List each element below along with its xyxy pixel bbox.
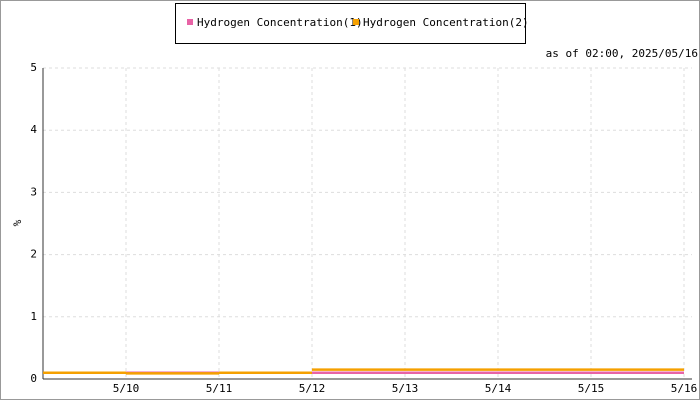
- legend-swatch: [187, 19, 193, 25]
- legend-label: Hydrogen Concentration(1): [197, 16, 363, 29]
- annotation: as of 02:00, 2025/05/16: [546, 47, 698, 60]
- legend-box: [175, 3, 526, 44]
- x-tick-label: 5/12: [299, 382, 326, 395]
- y-tick-label: 4: [30, 123, 37, 136]
- x-tick-label: 5/14: [485, 382, 512, 395]
- y-tick-label: 3: [30, 185, 37, 198]
- legend-label: Hydrogen Concentration(2): [363, 16, 529, 29]
- y-tick-label: 2: [30, 248, 37, 261]
- x-tick-label: 5/13: [392, 382, 419, 395]
- x-tick-label: 5/16: [671, 382, 698, 395]
- legend-swatch: [353, 19, 359, 25]
- y-axis-label: %: [11, 219, 24, 226]
- y-tick-label: 5: [30, 61, 37, 74]
- y-tick-label: 1: [30, 310, 37, 323]
- x-tick-label: 5/15: [578, 382, 605, 395]
- x-tick-label: 5/11: [206, 382, 233, 395]
- x-tick-label: 5/10: [113, 382, 140, 395]
- y-tick-label: 0: [30, 372, 37, 385]
